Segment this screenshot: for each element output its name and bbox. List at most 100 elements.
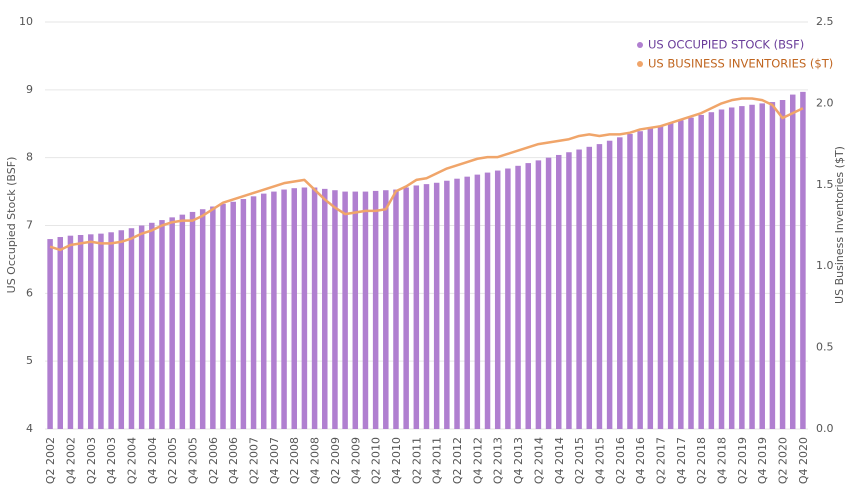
x-tick-label: Q4 2011 [431, 437, 444, 484]
bar [749, 104, 755, 430]
bar [494, 170, 501, 429]
bar [739, 106, 745, 429]
bar [606, 140, 613, 430]
bar [423, 184, 430, 429]
x-tick-label: Q4 2008 [309, 437, 322, 484]
bar [535, 160, 542, 429]
bar [433, 182, 440, 429]
bar [637, 131, 643, 429]
bar [260, 193, 267, 429]
x-tick-label: Q2 2006 [207, 437, 220, 484]
bar [667, 123, 674, 430]
x-tick-label: Q2 2012 [451, 437, 464, 484]
legend-marker [637, 61, 643, 67]
x-tick-label: Q4 2006 [227, 437, 240, 484]
bar [545, 157, 552, 429]
bar [138, 225, 145, 429]
bar [515, 165, 521, 429]
bar [149, 222, 155, 429]
bar [800, 91, 806, 429]
x-tick-label: Q2 2018 [695, 437, 708, 484]
bar [657, 125, 664, 429]
bar [77, 234, 84, 429]
x-tick-label: Q2 2011 [410, 437, 423, 484]
bar [352, 191, 359, 429]
bar [281, 189, 287, 429]
bar [372, 190, 379, 429]
bar [311, 187, 318, 429]
bar [769, 102, 776, 429]
x-tick-label: Q2 2019 [736, 437, 749, 484]
bar [393, 189, 399, 429]
bar [484, 172, 491, 429]
bar [566, 152, 572, 430]
bar [240, 199, 247, 429]
bar [403, 187, 409, 429]
y-tick-label: 4 [26, 422, 33, 435]
y-tick-label: 9 [26, 83, 33, 96]
x-tick-label: Q2 2003 [85, 437, 98, 484]
bar [67, 235, 74, 429]
bar [718, 109, 725, 429]
bar [362, 191, 369, 429]
x-tick-label: Q4 2003 [105, 437, 118, 484]
bar [88, 234, 94, 429]
x-tick-label: Q4 2018 [716, 437, 729, 484]
bar [322, 188, 328, 429]
bar [596, 144, 603, 429]
bar [230, 201, 236, 429]
x-tick-label: Q2 2020 [777, 437, 790, 484]
legend: US OCCUPIED STOCK (BSF) US BUSINESS INVEN… [637, 38, 833, 71]
bar [688, 117, 694, 430]
x-tick-label: Q4 2009 [349, 437, 362, 484]
x-tick-label: Q4 2019 [756, 437, 769, 484]
bar [678, 120, 684, 429]
x-tick-label: Q2 2002 [44, 437, 57, 484]
x-tick-label: Q2 2005 [166, 437, 179, 484]
x-tick-label: Q4 2010 [390, 437, 403, 484]
bar [169, 217, 175, 429]
y2-tick-label: 1.5 [816, 178, 834, 191]
bar [250, 196, 257, 429]
x-tick-label: Q2 2015 [573, 437, 586, 484]
bar [556, 154, 562, 429]
bar [413, 185, 420, 429]
bar [617, 137, 623, 430]
x-tick-label: Q2 2014 [532, 437, 545, 484]
x-tick-label: Q4 2013 [512, 437, 525, 484]
x-tick-label: Q2 2009 [329, 437, 342, 484]
y2-tick-label: 2.5 [816, 15, 834, 28]
y-tick-label: 10 [19, 15, 33, 28]
bar [179, 214, 186, 429]
bar [576, 149, 582, 429]
y-tick-label: 6 [26, 286, 33, 299]
x-tick-label: Q4 2020 [797, 437, 810, 484]
x-tick-label: Q4 2016 [634, 437, 647, 484]
bar [708, 112, 715, 430]
bar [474, 174, 481, 429]
x-tick-label: Q4 2002 [64, 437, 77, 484]
bar [454, 178, 460, 429]
y2-tick-label: 0.5 [816, 341, 834, 354]
y-tick-label: 5 [26, 354, 33, 367]
bar [698, 114, 704, 429]
x-tick-label: Q4 2007 [268, 437, 281, 484]
bar [586, 146, 593, 429]
bar [627, 133, 633, 430]
x-tick-label: Q4 2015 [593, 437, 606, 484]
bar [128, 228, 135, 429]
legend-marker [637, 42, 643, 48]
y-tick-label: 7 [26, 219, 33, 232]
bar [291, 188, 297, 429]
x-tick-label: Q4 2017 [675, 437, 688, 484]
bar [525, 163, 531, 430]
bar [57, 237, 64, 429]
x-tick-label: Q2 2017 [654, 437, 667, 484]
bar [108, 232, 114, 429]
bar [271, 191, 277, 429]
x-tick-label: Q4 2005 [187, 437, 200, 484]
y2-axis-label: US Business Inventories ($T) [833, 146, 846, 304]
y2-tick-label: 0.0 [816, 422, 834, 435]
bar [728, 107, 735, 429]
y2-tick-label: 2.0 [816, 96, 834, 109]
